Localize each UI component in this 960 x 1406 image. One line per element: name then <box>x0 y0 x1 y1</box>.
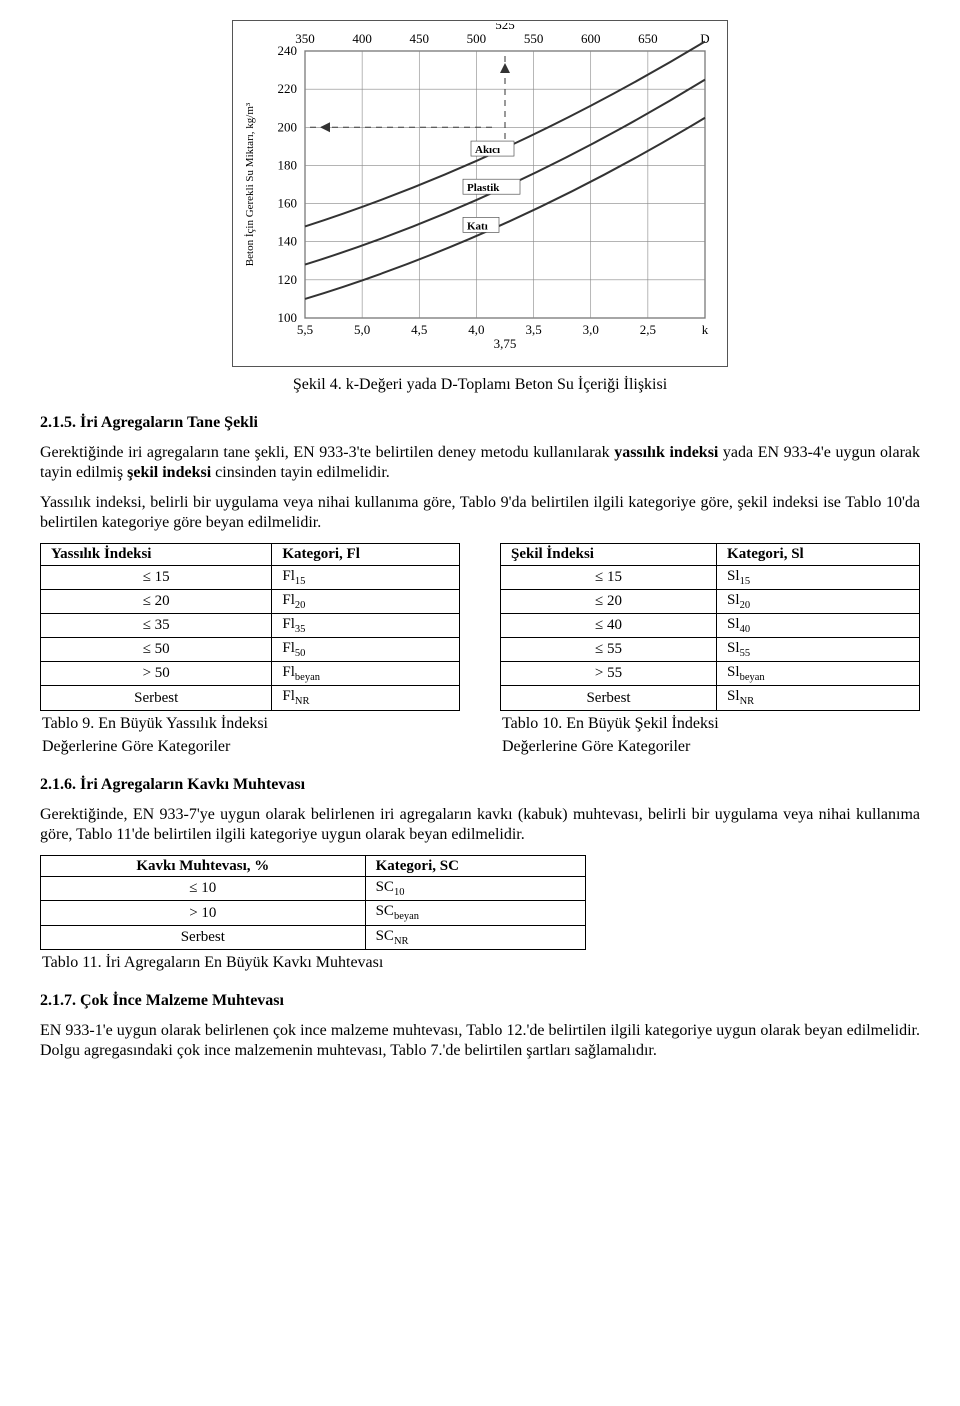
svg-text:Akıcı: Akıcı <box>475 144 500 156</box>
t10-h2: Kategori, Sl <box>717 544 920 566</box>
table-9-caption-l2: Değerlerine Göre Kategoriler <box>42 737 460 757</box>
svg-text:Beton İçin Gerekli Su Miktarı,: Beton İçin Gerekli Su Miktarı, kg/m³ <box>244 102 256 266</box>
table-cell: ≤ 35 <box>41 614 272 638</box>
table-cell: SCbeyan <box>365 901 585 925</box>
para-217: EN 933-1'e uygun olarak belirlenen çok i… <box>40 1021 920 1061</box>
t11-h2: Kategori, SC <box>365 855 585 877</box>
table-10-caption-l1: Tablo 10. En Büyük Şekil İndeksi <box>502 714 920 734</box>
svg-text:400: 400 <box>352 31 372 46</box>
table-cell: SlNR <box>717 686 920 710</box>
svg-text:220: 220 <box>278 81 298 96</box>
heading-2-1-6: 2.1.6. İri Agregaların Kavkı Muhtevası <box>40 775 920 795</box>
svg-text:120: 120 <box>278 272 298 287</box>
svg-text:k: k <box>702 322 709 337</box>
svg-text:240: 240 <box>278 43 298 58</box>
chart-frame: 350400450500550600650D525240220200180160… <box>232 20 728 367</box>
table-cell: Slbeyan <box>717 662 920 686</box>
table-11: Kavkı Muhtevası, % Kategori, SC ≤ 10SC10… <box>40 855 586 950</box>
svg-text:500: 500 <box>467 31 487 46</box>
svg-text:3,0: 3,0 <box>583 322 599 337</box>
heading-2-1-5: 2.1.5. İri Agregaların Tane Şekli <box>40 413 920 433</box>
svg-text:2,5: 2,5 <box>640 322 656 337</box>
table-cell: Serbest <box>41 925 366 949</box>
svg-text:3,75: 3,75 <box>494 336 517 351</box>
svg-text:5,0: 5,0 <box>354 322 370 337</box>
svg-text:350: 350 <box>295 31 315 46</box>
svg-text:180: 180 <box>278 157 298 172</box>
table-cell: ≤ 55 <box>501 638 717 662</box>
svg-text:4,0: 4,0 <box>468 322 484 337</box>
para-216: Gerektiğinde, EN 933-7'ye uygun olarak b… <box>40 805 920 845</box>
table-cell: > 55 <box>501 662 717 686</box>
svg-text:200: 200 <box>278 119 298 134</box>
table-cell: ≤ 15 <box>41 565 272 589</box>
para-215-a: Gerektiğinde iri agregaların tane şekli,… <box>40 443 920 483</box>
svg-text:Katı: Katı <box>467 220 488 232</box>
t10-h1: Şekil İndeksi <box>501 544 717 566</box>
svg-text:100: 100 <box>278 310 298 325</box>
table-cell: Sl40 <box>717 614 920 638</box>
figure-4-caption: Şekil 4. k-Değeri yada D-Toplamı Beton S… <box>40 375 920 395</box>
t9-h2: Kategori, Fl <box>272 544 460 566</box>
table-cell: ≤ 50 <box>41 638 272 662</box>
t11-h1: Kavkı Muhtevası, % <box>41 855 366 877</box>
para-215-b: Yassılık indeksi, belirli bir uygulama v… <box>40 493 920 533</box>
svg-text:5,5: 5,5 <box>297 322 313 337</box>
table-cell: SC10 <box>365 877 585 901</box>
chart-svg: 350400450500550600650D525240220200180160… <box>235 23 725 358</box>
table-cell: Fl15 <box>272 565 460 589</box>
table-cell: Sl55 <box>717 638 920 662</box>
table-cell: FlNR <box>272 686 460 710</box>
heading-2-1-7: 2.1.7. Çok İnce Malzeme Muhtevası <box>40 991 920 1011</box>
table-cell: ≤ 20 <box>41 589 272 613</box>
table-cell: > 10 <box>41 901 366 925</box>
svg-text:3,5: 3,5 <box>525 322 541 337</box>
table-cell: > 50 <box>41 662 272 686</box>
table-cell: Fl50 <box>272 638 460 662</box>
table-cell: Fl35 <box>272 614 460 638</box>
table-cell: ≤ 20 <box>501 589 717 613</box>
table-cell: Flbeyan <box>272 662 460 686</box>
table-cell: Serbest <box>41 686 272 710</box>
table-10-caption-l2: Değerlerine Göre Kategoriler <box>502 737 920 757</box>
table-cell: ≤ 15 <box>501 565 717 589</box>
table-cell: Serbest <box>501 686 717 710</box>
table-cell: SCNR <box>365 925 585 949</box>
svg-text:160: 160 <box>278 196 298 211</box>
t9-h1: Yassılık İndeksi <box>41 544 272 566</box>
svg-text:650: 650 <box>638 31 658 46</box>
svg-text:450: 450 <box>410 31 430 46</box>
table-cell: ≤ 40 <box>501 614 717 638</box>
table-10: Şekil İndeksi Kategori, Sl ≤ 15Sl15≤ 20S… <box>500 543 920 711</box>
svg-text:140: 140 <box>278 234 298 249</box>
svg-text:4,5: 4,5 <box>411 322 427 337</box>
table-cell: Fl20 <box>272 589 460 613</box>
svg-text:Plastik: Plastik <box>467 182 500 194</box>
svg-text:550: 550 <box>524 31 544 46</box>
table-9-caption-l1: Tablo 9. En Büyük Yassılık İndeksi <box>42 714 460 734</box>
table-cell: ≤ 10 <box>41 877 366 901</box>
svg-text:525: 525 <box>495 23 515 32</box>
table-cell: Sl20 <box>717 589 920 613</box>
table-9: Yassılık İndeksi Kategori, Fl ≤ 15Fl15≤ … <box>40 543 460 711</box>
table-11-caption: Tablo 11. İri Agregaların En Büyük Kavkı… <box>42 953 920 973</box>
svg-text:600: 600 <box>581 31 601 46</box>
table-cell: Sl15 <box>717 565 920 589</box>
